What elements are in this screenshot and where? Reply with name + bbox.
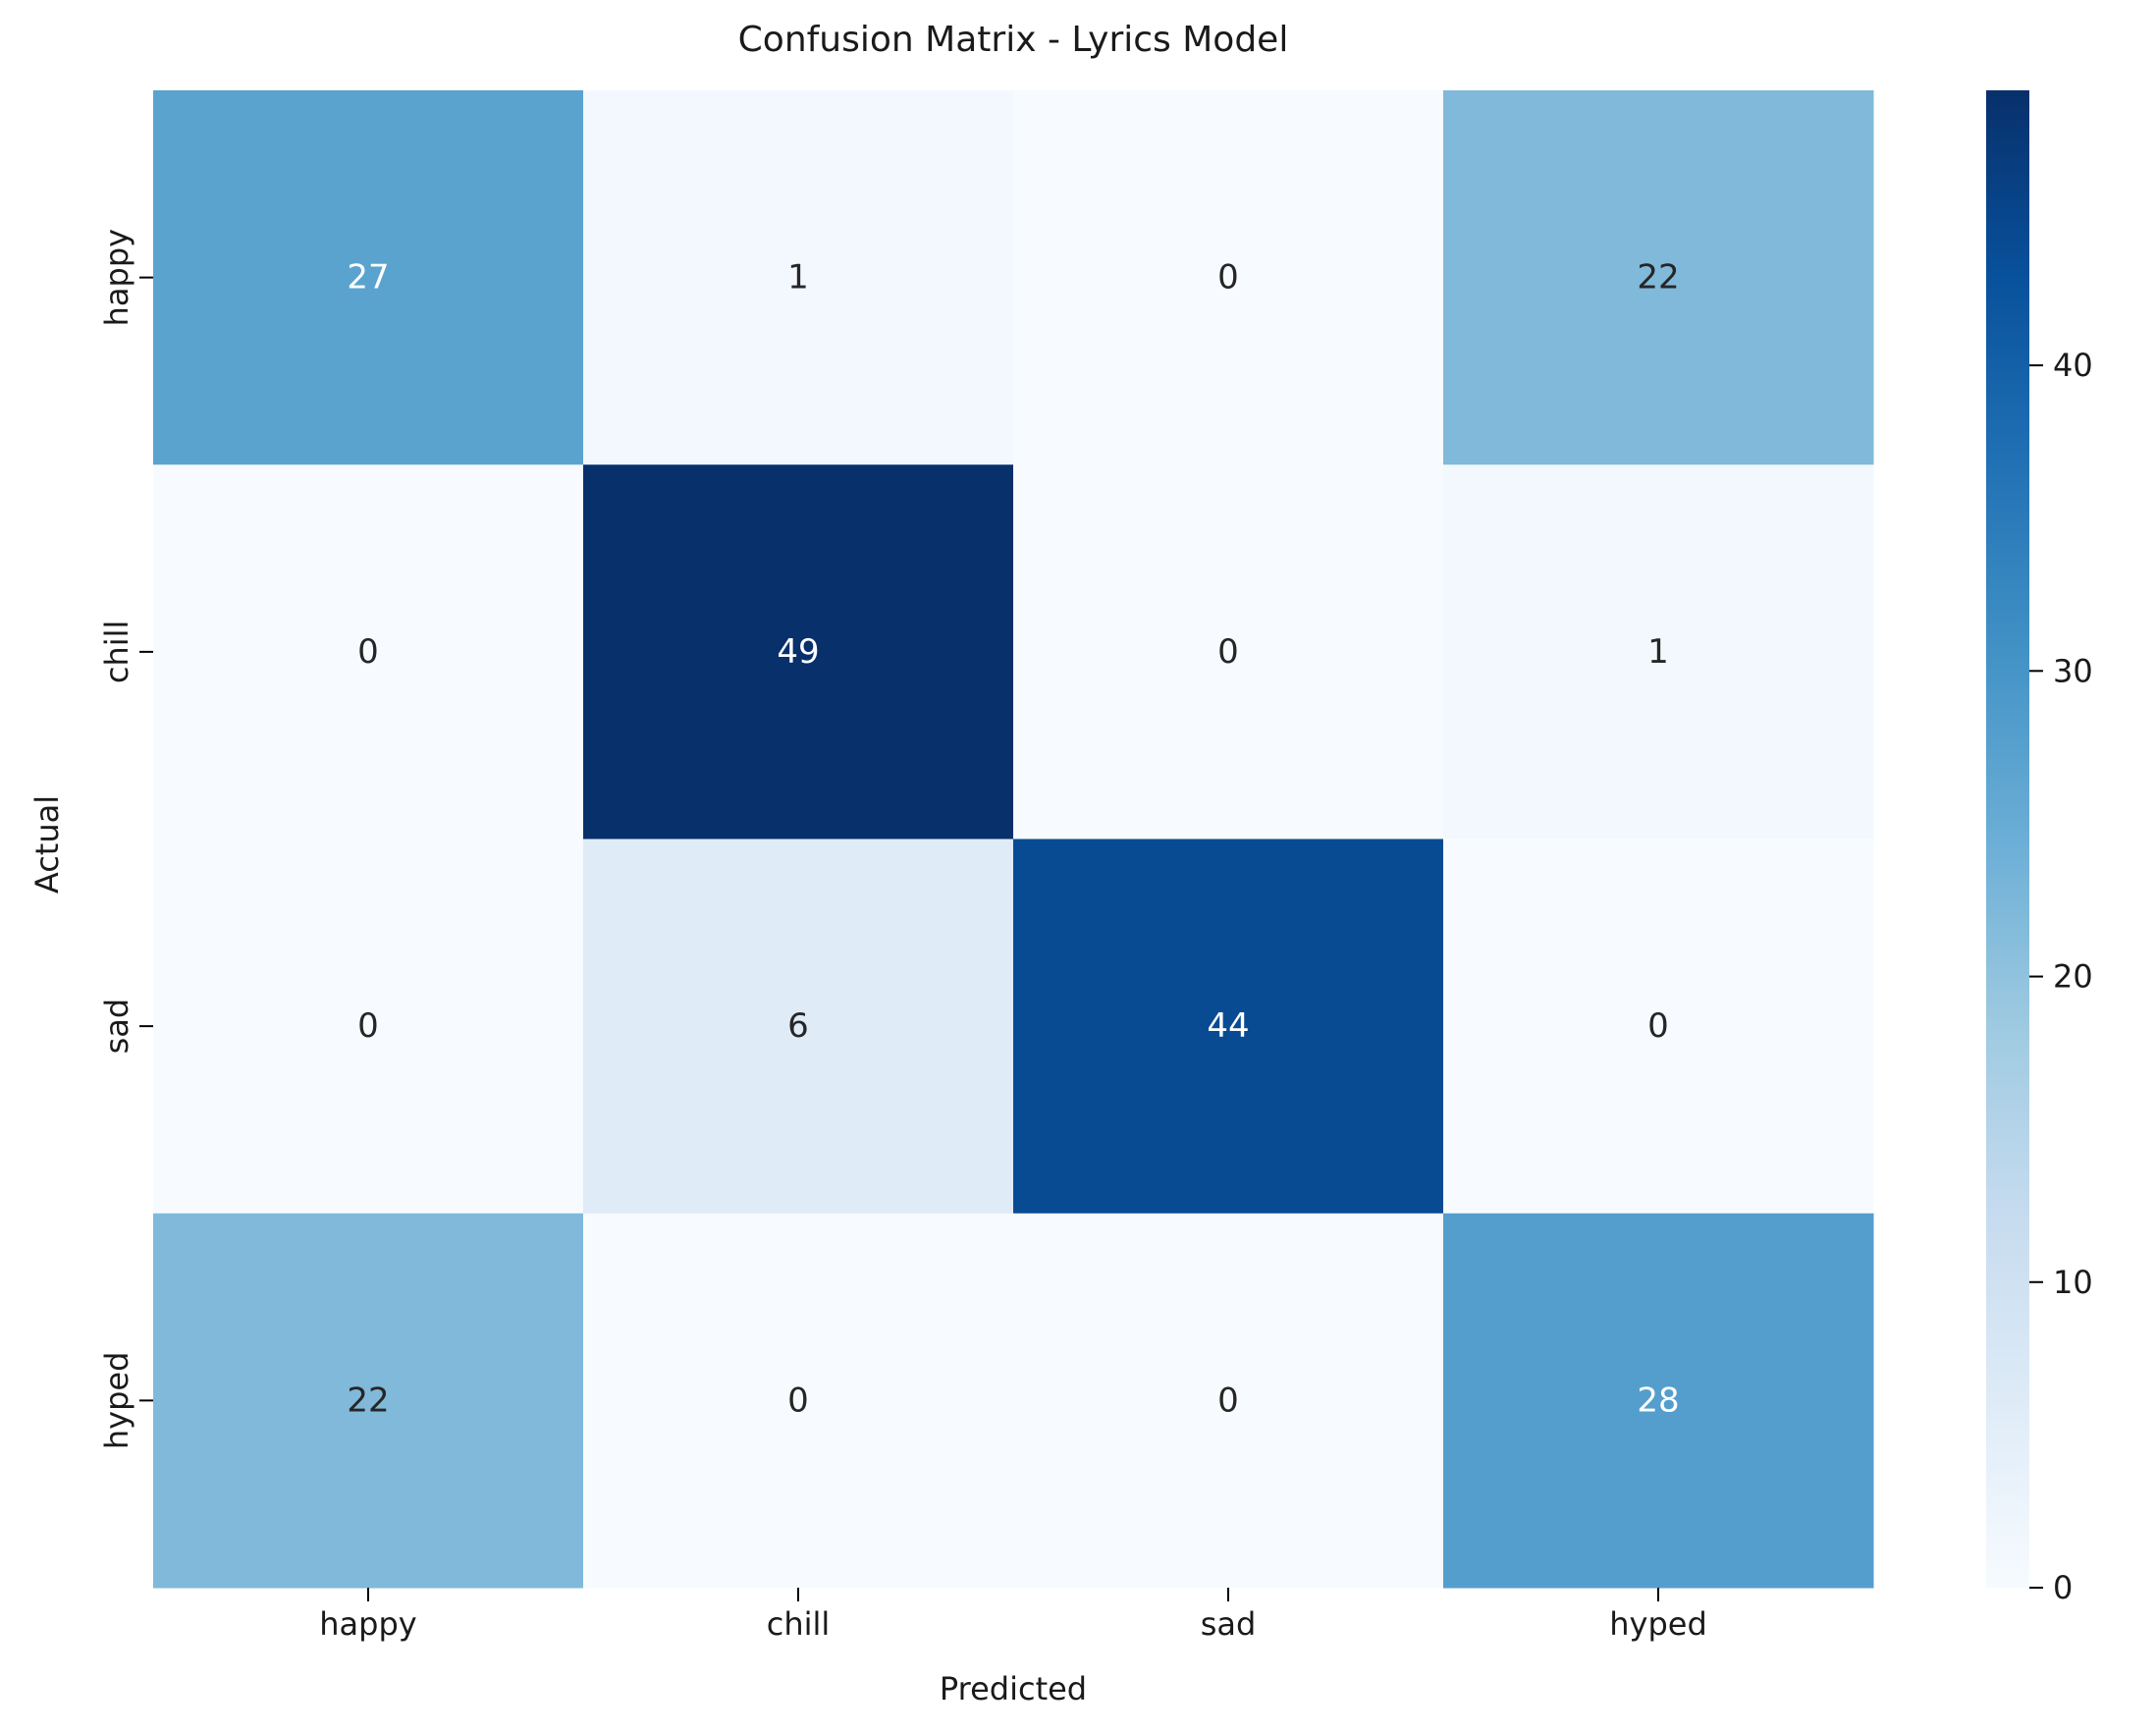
colorbar-tick-label: 20 bbox=[2053, 958, 2093, 996]
heatmap-cell-happy-sad bbox=[1013, 90, 1444, 465]
colorbar: 0 10 20 30 40 bbox=[1986, 90, 2093, 1606]
heatmap-cell-sad-chill bbox=[583, 839, 1014, 1215]
y-axis: happy chill sad hyped bbox=[98, 229, 153, 1449]
chart-title: Confusion Matrix - Lyrics Model bbox=[738, 20, 1289, 60]
cell-value-label: 44 bbox=[1207, 1006, 1249, 1046]
heatmap-cell-chill-hyped bbox=[1443, 464, 1874, 839]
cell-value-label: 0 bbox=[787, 1381, 809, 1420]
cell-value-label: 0 bbox=[357, 1006, 379, 1046]
heatmap-cell-sad-happy bbox=[153, 839, 584, 1215]
x-axis: happy chill sad hyped bbox=[319, 1588, 1707, 1643]
heatmap-cell-happy-chill bbox=[583, 90, 1014, 465]
colorbar-tick-label: 10 bbox=[2053, 1264, 2093, 1301]
x-tick-label-happy: happy bbox=[319, 1605, 416, 1643]
x-tick-label-sad: sad bbox=[1201, 1605, 1257, 1643]
y-tick-label-sad: sad bbox=[98, 999, 135, 1055]
heatmap-cell-sad-hyped bbox=[1443, 839, 1874, 1215]
x-tick-label-hyped: hyped bbox=[1609, 1605, 1707, 1643]
colorbar-tick-label: 40 bbox=[2053, 347, 2093, 384]
heatmap-cell-chill-happy bbox=[153, 464, 584, 839]
y-tick-label-happy: happy bbox=[98, 229, 135, 326]
cell-value-label: 0 bbox=[1217, 1381, 1239, 1420]
colorbar-tick-label: 0 bbox=[2053, 1569, 2073, 1606]
cell-value-label: 0 bbox=[1217, 632, 1239, 672]
cell-value-label: 49 bbox=[777, 632, 819, 672]
cell-value-label: 22 bbox=[347, 1381, 389, 1420]
cell-value-label: 22 bbox=[1637, 258, 1679, 298]
y-axis-label: Actual bbox=[28, 795, 66, 894]
y-tick-label-chill: chill bbox=[98, 621, 135, 684]
heatmap-cell-chill-chill bbox=[583, 464, 1014, 839]
cell-value-label: 28 bbox=[1637, 1381, 1679, 1420]
x-axis-label: Predicted bbox=[940, 1670, 1087, 1707]
cell-value-label: 27 bbox=[347, 258, 389, 298]
heatmap-cell-labels: 27 1 0 22 0 49 0 1 0 6 44 0 22 0 0 28 bbox=[347, 258, 1679, 1421]
heatmap-cells bbox=[153, 90, 1874, 1589]
heatmap-cell-hyped-happy bbox=[153, 1213, 584, 1589]
cell-value-label: 0 bbox=[1217, 258, 1239, 298]
colorbar-gradient bbox=[1986, 90, 2029, 1588]
cell-value-label: 1 bbox=[787, 258, 809, 298]
cell-value-label: 0 bbox=[1647, 1006, 1669, 1046]
heatmap-cell-hyped-hyped bbox=[1443, 1213, 1874, 1589]
heatmap-cell-sad-sad bbox=[1013, 839, 1444, 1215]
y-tick-label-hyped: hyped bbox=[98, 1352, 135, 1450]
heatmap-cell-chill-sad bbox=[1013, 464, 1444, 839]
colorbar-tick-label: 30 bbox=[2053, 652, 2093, 689]
x-tick-label-chill: chill bbox=[767, 1605, 831, 1643]
cell-value-label: 0 bbox=[357, 632, 379, 672]
heatmap-cell-happy-hyped bbox=[1443, 90, 1874, 465]
cell-value-label: 1 bbox=[1647, 632, 1669, 672]
heatmap-cell-hyped-sad bbox=[1013, 1213, 1444, 1589]
cell-value-label: 6 bbox=[787, 1006, 809, 1046]
heatmap-cell-happy-happy bbox=[153, 90, 584, 465]
heatmap-cell-hyped-chill bbox=[583, 1213, 1014, 1589]
